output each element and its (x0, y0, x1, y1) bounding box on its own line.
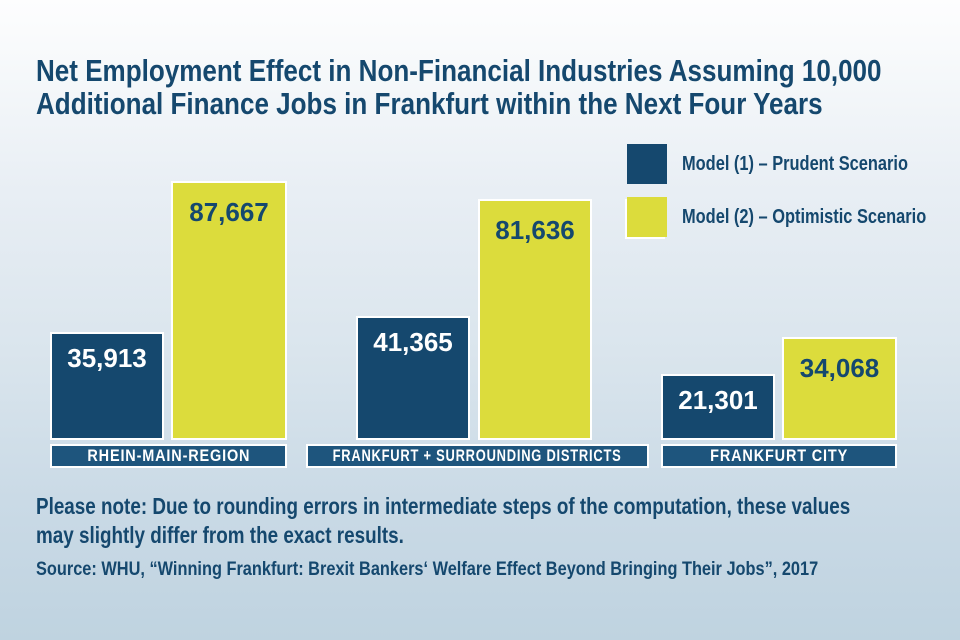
page-title: Net Employment Effect in Non-Financial I… (36, 54, 960, 120)
category-label: FRANKFURT CITY (710, 446, 848, 465)
legend-label-prudent: Model (1) – Prudent Scenario (682, 152, 908, 175)
bar-value-label: 87,667 (189, 197, 269, 227)
prudent-swatch (627, 144, 667, 184)
bar-optimistic-frankfurt-surrounding: 81,636 (478, 199, 592, 440)
footnote-note: Please note: Due to rounding errors in i… (36, 492, 960, 550)
legend-item-prudent: Model (1) – Prudent Scenario (627, 144, 958, 184)
category-band-frankfurt-city: FRANKFURT CITY (661, 444, 897, 468)
category-band-rhein-main-region: RHEIN-MAIN-REGION (50, 444, 287, 468)
bar-optimistic-rhein-main-region: 87,667 (171, 181, 287, 440)
bar-value-label: 35,913 (67, 343, 147, 373)
bar-prudent-frankfurt-surrounding: 41,365 (356, 316, 470, 440)
bar-optimistic-frankfurt-city: 34,068 (782, 337, 897, 440)
bar-value-label: 41,365 (373, 327, 453, 357)
category-label: RHEIN-MAIN-REGION (87, 446, 250, 465)
page-title-line-2: Additional Finance Jobs in Frankfurt wit… (36, 86, 823, 121)
legend-label-optimistic: Model (2) – Optimistic Scenario (682, 205, 927, 228)
bar-value-label: 81,636 (495, 215, 575, 245)
source-line: Source: WHU, “Winning Frankfurt: Brexit … (36, 559, 819, 580)
optimistic-swatch (627, 197, 667, 237)
page-title-line-1: Net Employment Effect in Non-Financial I… (36, 53, 882, 88)
legend-item-optimistic: Model (2) – Optimistic Scenario (627, 197, 960, 237)
footnote-note-line-2: may slightly differ from the exact resul… (36, 522, 404, 548)
category-label: FRANKFURT + SURROUNDING DISTRICTS (333, 446, 622, 465)
bar-prudent-rhein-main-region: 35,913 (50, 332, 164, 440)
category-band-frankfurt-surrounding: FRANKFURT + SURROUNDING DISTRICTS (306, 444, 649, 468)
bar-value-label: 21,301 (678, 385, 758, 415)
bar-value-label: 34,068 (799, 353, 880, 383)
footnote-note-line-1: Please note: Due to rounding errors in i… (36, 493, 851, 519)
bar-prudent-frankfurt-city: 21,301 (661, 374, 775, 440)
